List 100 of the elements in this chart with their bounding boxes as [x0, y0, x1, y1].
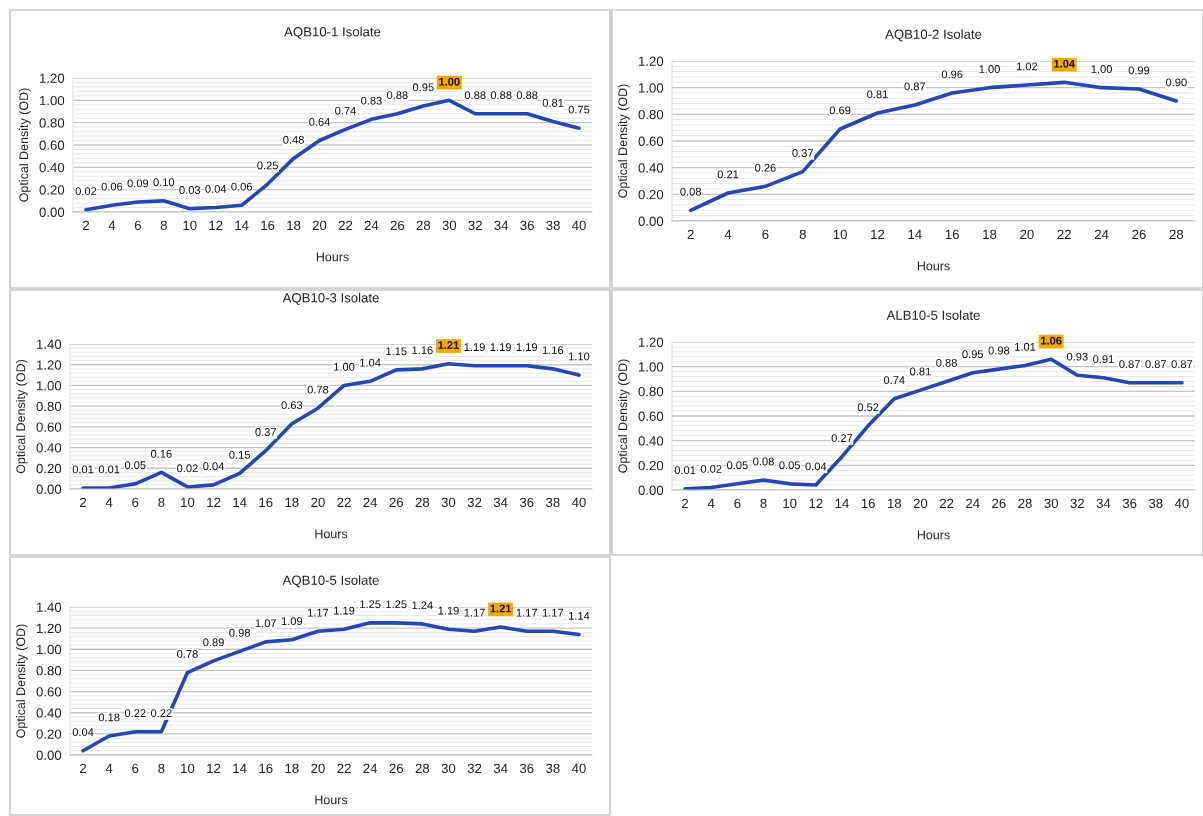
data-label: 0.99 [1128, 66, 1150, 75]
data-label: 0.81 [867, 90, 888, 99]
y-tick-label: 0.80 [638, 109, 664, 120]
x-tick-label: 26 [390, 220, 405, 231]
x-tick-label: 30 [442, 220, 457, 231]
x-tick-label: 36 [520, 220, 534, 231]
data-label: 0.87 [1145, 360, 1167, 368]
x-tick-label: 10 [783, 498, 797, 509]
x-tick-label: 12 [207, 763, 221, 773]
x-tick-label: 6 [132, 497, 139, 508]
x-tick-label: 22 [338, 220, 353, 230]
data-label: 1.00 [979, 65, 1000, 73]
x-tick-label: 32 [1070, 498, 1084, 509]
y-tick-label: 1.20 [40, 73, 65, 83]
x-axis-title: Hours [917, 530, 950, 540]
y-axis-title: Optical Density (OD) [618, 84, 630, 198]
x-tick-label: 38 [546, 220, 560, 231]
x-tick-label: 38 [546, 763, 560, 774]
annotation: 1.00 [439, 77, 460, 86]
data-label: 1.04 [360, 358, 381, 367]
y-tick-label: 1.00 [37, 381, 62, 391]
data-label: 0.74 [883, 376, 905, 385]
x-tick-label: 34 [493, 497, 508, 508]
chart-title: ALB10-5 Isolate [886, 310, 980, 320]
y-tick-label: 0.40 [36, 708, 62, 718]
data-label: 0.88 [464, 91, 486, 100]
x-tick-label: 40 [571, 763, 586, 774]
data-label: 1.00 [1091, 65, 1112, 73]
data-label: 0.87 [1171, 360, 1193, 368]
data-label: 1.19 [334, 606, 355, 615]
x-tick-label: 14 [233, 497, 247, 507]
data-label: 0.90 [1165, 78, 1187, 87]
chart-title: AQB10-3 Isolate [282, 292, 379, 305]
data-label: 0.87 [904, 82, 926, 91]
y-tick-label: 1.00 [639, 362, 664, 372]
data-label: 0.88 [936, 358, 957, 367]
data-label: 1.17 [516, 608, 538, 617]
annotation: 1.04 [1054, 59, 1075, 68]
y-tick-label: 1.00 [40, 95, 65, 106]
y-tick-label: 1.20 [37, 360, 62, 370]
data-label: 0.26 [755, 163, 776, 172]
x-tick-label: 26 [389, 763, 404, 774]
data-label: 0.05 [779, 461, 801, 470]
x-tick-label: 34 [494, 220, 509, 231]
x-tick-label: 4 [724, 229, 732, 239]
y-axis-title: Optical Density (OD) [618, 359, 630, 473]
x-tick-label: 40 [1174, 498, 1189, 509]
x-tick-label: 18 [285, 763, 299, 774]
data-label: 0.91 [1093, 355, 1114, 364]
data-label: 1.07 [255, 619, 277, 628]
x-tick-label: 28 [415, 497, 430, 508]
data-label: 0.03 [179, 186, 201, 194]
y-tick-label: 0.80 [36, 401, 62, 412]
x-tick-label: 34 [1096, 498, 1111, 509]
x-tick-label: 14 [235, 220, 249, 230]
x-tick-label: 34 [493, 763, 508, 774]
y-tick-label: 1.40 [37, 602, 62, 612]
data-label: 0.04 [203, 462, 225, 471]
x-tick-label: 18 [287, 220, 301, 231]
y-tick-label: 0.40 [39, 162, 65, 173]
x-tick-label: 30 [441, 497, 456, 508]
data-label: 0.04 [72, 728, 94, 737]
x-tick-label: 8 [158, 497, 165, 508]
data-label: 1.17 [307, 608, 329, 617]
data-label: 1.24 [412, 601, 433, 610]
x-tick-label: 4 [108, 220, 116, 230]
data-label: 0.93 [1066, 352, 1088, 361]
x-tick-label: 26 [389, 497, 404, 508]
y-tick-label: 0.20 [36, 463, 62, 474]
x-tick-label: 14 [835, 498, 849, 508]
data-label: 0.74 [335, 106, 356, 115]
x-tick-label: 28 [416, 220, 431, 231]
data-label: 0.16 [150, 449, 172, 458]
x-tick-label: 24 [363, 497, 378, 507]
x-tick-label: 36 [519, 497, 534, 508]
data-label: 0.02 [700, 464, 722, 473]
data-label: 1.19 [516, 343, 538, 352]
data-label: 0.04 [805, 462, 827, 471]
x-tick-label: 28 [415, 763, 430, 774]
x-tick-label: 12 [209, 220, 223, 230]
x-tick-label: 8 [799, 229, 806, 240]
x-tick-label: 22 [1057, 229, 1071, 239]
data-label: 0.18 [98, 713, 120, 722]
data-label: 0.78 [307, 385, 329, 394]
x-tick-label: 20 [913, 498, 928, 509]
y-tick-label: 0.20 [638, 460, 664, 471]
data-label: 1.09 [281, 617, 303, 626]
x-tick-label: 2 [80, 497, 87, 507]
x-tick-label: 32 [468, 220, 482, 231]
y-tick-label: 1.20 [639, 56, 664, 66]
x-tick-label: 2 [682, 498, 689, 508]
x-tick-label: 30 [441, 763, 456, 774]
y-tick-label: 1.00 [37, 644, 62, 655]
x-tick-label: 26 [1132, 229, 1146, 240]
data-label: 0.01 [98, 465, 120, 474]
x-tick-label: 16 [945, 229, 959, 240]
x-tick-label: 32 [467, 763, 482, 774]
x-tick-label: 18 [285, 497, 299, 508]
y-tick-label: 0.40 [36, 443, 62, 453]
x-axis-title: Hours [917, 261, 950, 271]
